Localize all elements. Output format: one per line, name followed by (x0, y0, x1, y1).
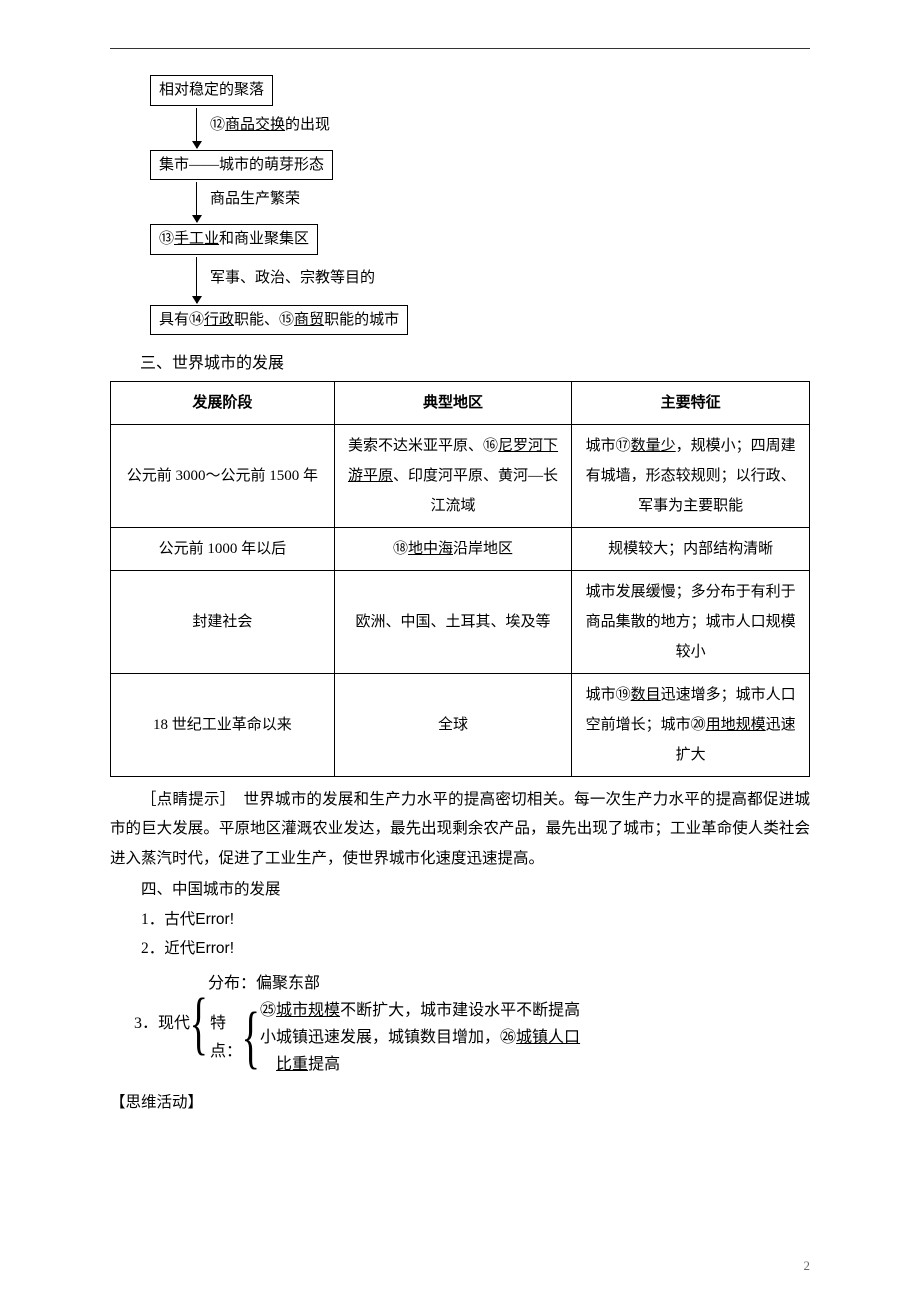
box3-underline: 手工业 (174, 231, 219, 247)
num-12: ⑫ (210, 117, 225, 133)
box3-tail: 和商业聚集区 (219, 231, 309, 247)
table-row: 公元前 1000 年以后 ⑱地中海沿岸地区 规模较大；内部结构清晰 (111, 528, 810, 571)
arrow1-tail: 的出现 (285, 117, 330, 133)
section3-title: 三、世界城市的发展 (140, 349, 810, 373)
world-table: 发展阶段 典型地区 主要特征 公元前 3000～公元前 1500 年 美索不达米… (110, 381, 810, 777)
cell-stage-2: 公元前 1000 年以后 (111, 528, 335, 571)
flow-box-4: 具有⑭行政职能、⑮商贸职能的城市 (150, 303, 810, 338)
tip-label: ［点睛提示］ (141, 791, 228, 808)
top-rule (110, 48, 810, 49)
flow-box-3-text: ⑬手工业和商业聚集区 (150, 224, 318, 255)
box4-mid: 职能、⑮ (234, 312, 294, 328)
item2-pre: 2．近代 (141, 940, 195, 957)
flow-arrow-1-label: ⑫商品交换的出现 (210, 114, 330, 137)
cell-area-3: 欧洲、中国、土耳其、埃及等 (334, 571, 572, 674)
item-ancient: 1．古代Error! (141, 905, 810, 934)
cell-area-4: 全球 (334, 674, 572, 777)
arrow1-underline: 商品交换 (225, 117, 285, 133)
flow-box-4-text: 具有⑭行政职能、⑮商贸职能的城市 (150, 305, 408, 336)
th-area: 典型地区 (334, 382, 572, 425)
modern-line3: 小城镇迅速发展，城镇数目增加，㉖城镇人口 (260, 1024, 580, 1051)
flow-arrow-3-label: 军事、政治、宗教等目的 (210, 267, 375, 290)
flow-box-3: ⑬手工业和商业聚集区 (150, 222, 810, 257)
box4-u1: 行政 (204, 312, 234, 328)
flow-box-1: 相对稳定的聚落 (150, 73, 810, 108)
page-number: 2 (804, 1258, 811, 1274)
modern-line4: 比重提高 (260, 1051, 580, 1078)
modern-line1: 分布：偏聚东部 (208, 970, 582, 997)
section4-title: 四、中国城市的发展 (141, 875, 810, 904)
cell-stage-4: 18 世纪工业革命以来 (111, 674, 335, 777)
box4-tail: 职能的城市 (324, 312, 399, 328)
box4-pre: 具有⑭ (159, 312, 204, 328)
brace-inner: { (244, 997, 258, 1079)
cell-stage-3: 封建社会 (111, 571, 335, 674)
cell-feat-1: 城市⑰数量少，规模小；四周建有城墙，形态较规则；以行政、军事为主要职能 (572, 425, 810, 528)
item-modern-era: 2．近代Error! (141, 934, 810, 963)
cell-feat-3: 城市发展缓慢；多分布于有利于商品集散的地方；城市人口规模较小 (572, 571, 810, 674)
modern-col1: 分布：偏聚东部 特 点： { ㉕城市规模不断扩大，城市建设水平不断提高 小城镇迅… (206, 970, 584, 1079)
flow-box-2-text: 集市——城市的萌芽形态 (150, 150, 333, 181)
brace-outer: { (192, 970, 206, 1079)
page-container: 相对稳定的聚落 ⑫商品交换的出现 集市——城市的萌芽形态 商品生产繁荣 ⑬手工业… (0, 0, 920, 1302)
table-header-row: 发展阶段 典型地区 主要特征 (111, 382, 810, 425)
item3-label: 3．现代 (110, 970, 192, 1079)
item1-pre: 1．古代 (141, 911, 195, 928)
error-text-2: Error! (195, 940, 234, 957)
cell-area-2: ⑱地中海沿岸地区 (334, 528, 572, 571)
flow-box-2: 集市——城市的萌芽形态 (150, 148, 810, 183)
tip-paragraph: ［点睛提示］ 世界城市的发展和生产力水平的提高密切相关。每一次生产力水平的提高都… (110, 785, 810, 873)
flow-arrow-3: 军事、政治、宗教等目的 (196, 257, 197, 303)
table-row: 封建社会 欧洲、中国、土耳其、埃及等 城市发展缓慢；多分布于有利于商品集散的地方… (111, 571, 810, 674)
thinking-label: 【思维活动】 (110, 1088, 810, 1117)
th-feat: 主要特征 (572, 382, 810, 425)
table-row: 公元前 3000～公元前 1500 年 美索不达米亚平原、⑯尼罗河下游平原、印度… (111, 425, 810, 528)
th-stage: 发展阶段 (111, 382, 335, 425)
flow-box-1-text: 相对稳定的聚落 (150, 75, 273, 106)
flow-arrow-2-label: 商品生产繁荣 (210, 188, 300, 211)
cell-stage-1: 公元前 3000～公元前 1500 年 (111, 425, 335, 528)
error-text-1: Error! (195, 911, 234, 928)
flow-diagram: 相对稳定的聚落 ⑫商品交换的出现 集市——城市的萌芽形态 商品生产繁荣 ⑬手工业… (150, 73, 810, 337)
cell-feat-2: 规模较大；内部结构清晰 (572, 528, 810, 571)
dian: 点： (210, 1038, 242, 1065)
te-dian: 特 点： (208, 997, 244, 1079)
modern-line2: ㉕城市规模不断扩大，城市建设水平不断提高 (260, 997, 580, 1024)
modern-features-row: 特 点： { ㉕城市规模不断扩大，城市建设水平不断提高 小城镇迅速发展，城镇数目… (208, 997, 582, 1079)
box4-u2: 商贸 (294, 312, 324, 328)
modern-block: 3．现代 { 分布：偏聚东部 特 点： { ㉕城市规模不断扩大，城市建设水平不断… (110, 970, 810, 1079)
cell-feat-4: 城市⑲数目迅速增多；城市人口空前增长；城市⑳用地规模迅速扩大 (572, 674, 810, 777)
num-13: ⑬ (159, 231, 174, 247)
flow-arrow-1: ⑫商品交换的出现 (196, 108, 197, 148)
cell-area-1: 美索不达米亚平原、⑯尼罗河下游平原、印度河平原、黄河—长江流域 (334, 425, 572, 528)
table-row: 18 世纪工业革命以来 全球 城市⑲数目迅速增多；城市人口空前增长；城市⑳用地规… (111, 674, 810, 777)
te: 特 (210, 1010, 242, 1037)
flow-arrow-2: 商品生产繁荣 (196, 182, 197, 222)
modern-feature-lines: ㉕城市规模不断扩大，城市建设水平不断提高 小城镇迅速发展，城镇数目增加，㉖城镇人… (258, 997, 582, 1079)
